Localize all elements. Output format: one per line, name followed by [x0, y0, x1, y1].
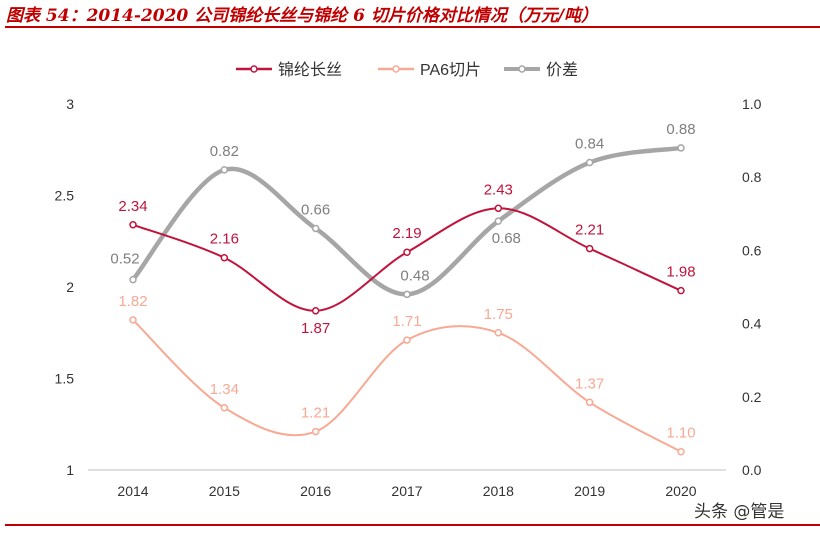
legend-marker — [518, 65, 526, 73]
data-point — [585, 244, 594, 253]
data-label: 1.21 — [301, 405, 330, 422]
legend-label: 锦纶长丝 — [278, 61, 342, 79]
y-right-tick-label: 0.8 — [742, 169, 762, 185]
data-label: 0.84 — [575, 136, 604, 153]
y-left-tick-label: 1.5 — [55, 371, 75, 387]
data-point — [220, 253, 229, 262]
watermark: 头条 @管是 — [694, 502, 785, 522]
x-tick-label: 2015 — [209, 483, 240, 499]
data-point — [220, 404, 229, 412]
data-point — [677, 144, 685, 152]
data-label: 1.10 — [666, 425, 695, 442]
data-point — [494, 217, 503, 225]
legend-label: PA6切片 — [420, 61, 481, 79]
data-point — [677, 286, 685, 295]
legend-label: 价差 — [546, 61, 578, 79]
data-point — [220, 166, 229, 174]
data-label: 1.82 — [118, 293, 147, 310]
data-label: 1.37 — [575, 375, 604, 392]
data-label: 2.21 — [575, 222, 604, 239]
data-point — [494, 204, 503, 213]
data-label: 2.43 — [484, 181, 513, 198]
data-label: 2.16 — [210, 231, 239, 248]
x-tick-label: 2018 — [483, 483, 514, 499]
data-point — [403, 290, 411, 299]
y-left-tick-label: 1 — [66, 462, 74, 478]
data-label: 2.34 — [118, 198, 147, 215]
chart-title: 图表 54：2014-2020 公司锦纶长丝与锦纶 6 切片价格对比情况（万元/… — [6, 6, 599, 26]
data-label: 1.71 — [392, 313, 421, 330]
x-tick-label: 2016 — [300, 483, 331, 499]
data-label: 0.48 — [400, 267, 429, 284]
data-point — [311, 224, 320, 233]
data-point — [129, 221, 137, 229]
y-left-tick-label: 2 — [66, 279, 74, 295]
y-right-tick-label: 1.0 — [742, 96, 762, 112]
x-tick-label: 2020 — [665, 483, 696, 499]
y-right-tick-label: 0.4 — [742, 316, 762, 332]
data-point — [403, 336, 411, 344]
data-point — [311, 427, 320, 436]
y-right-tick-label: 0.0 — [742, 462, 762, 478]
data-label: 0.68 — [492, 230, 521, 247]
data-point — [403, 248, 411, 256]
data-label: 1.87 — [301, 320, 330, 337]
data-label: 1.98 — [666, 264, 695, 281]
title-rule — [5, 26, 820, 28]
x-tick-label: 2014 — [117, 483, 148, 499]
data-label: 1.34 — [210, 381, 239, 398]
data-point — [677, 447, 685, 456]
data-label: 0.82 — [210, 143, 239, 160]
legend-marker — [250, 65, 258, 73]
data-label: 0.52 — [110, 251, 139, 268]
legend-marker — [392, 65, 400, 73]
data-point — [494, 329, 503, 337]
y-left-tick-label: 3 — [66, 96, 74, 112]
y-right-tick-label: 0.6 — [742, 242, 762, 258]
data-point — [585, 158, 594, 167]
data-label: 2.19 — [392, 225, 421, 242]
data-point — [311, 307, 320, 315]
x-tick-label: 2019 — [574, 483, 605, 499]
bottom-rule — [5, 524, 820, 526]
data-label: 0.88 — [666, 121, 695, 138]
data-label: 1.75 — [484, 306, 513, 323]
y-left-tick-label: 2.5 — [55, 188, 75, 204]
data-label: 0.66 — [301, 201, 330, 218]
data-point — [129, 275, 137, 284]
x-tick-label: 2017 — [391, 483, 422, 499]
data-point — [129, 316, 137, 324]
y-right-tick-label: 0.2 — [742, 389, 762, 405]
data-point — [585, 398, 594, 407]
